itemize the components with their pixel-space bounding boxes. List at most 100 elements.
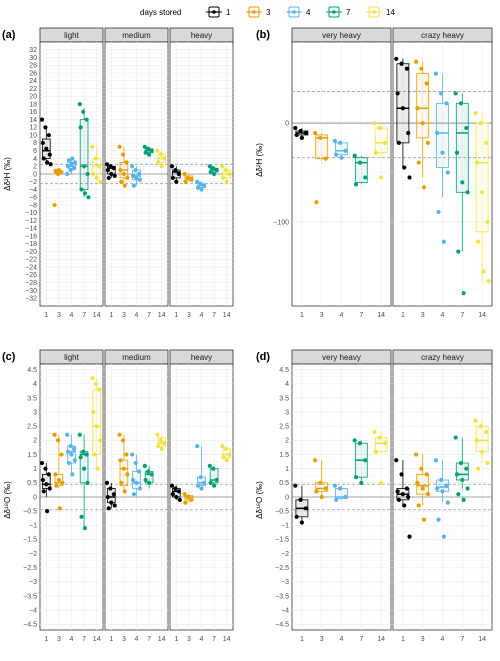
x-tick-label: 3 (187, 636, 191, 643)
y-tick-label: 0 (33, 171, 37, 178)
data-point (118, 168, 123, 173)
box-group-day-1 (39, 460, 52, 514)
data-point (41, 156, 46, 161)
data-point (407, 534, 412, 539)
y-axis-title: Δδ²H (‰) (255, 143, 264, 177)
data-point (70, 472, 75, 477)
box-group-day-14 (155, 432, 167, 452)
box-group-day-1 (169, 164, 181, 184)
legend-key-point (332, 10, 336, 14)
data-point (480, 449, 485, 454)
data-point (396, 140, 402, 145)
data-point (338, 486, 343, 491)
box (374, 127, 388, 154)
box-group-day-14 (155, 148, 167, 169)
data-point (343, 148, 348, 153)
data-point (183, 500, 188, 505)
data-point (294, 514, 299, 519)
y-tick-label: 30 (29, 55, 37, 62)
y-tick-label: 16 (29, 109, 37, 116)
data-point (82, 466, 87, 471)
x-tick-label: 14 (158, 312, 166, 319)
y-tick-label: −16 (25, 233, 37, 240)
legend: days stored 1 3 4 7 14 (140, 6, 395, 18)
y-tick-label: 4 (33, 156, 37, 163)
y-tick-label: 8 (33, 140, 37, 147)
x-tick-label: 3 (320, 312, 324, 319)
data-point (227, 452, 232, 457)
data-point (433, 71, 438, 76)
box-group-day-7 (77, 432, 90, 531)
x-tick-label: 4 (135, 312, 139, 319)
data-point (353, 475, 359, 480)
y-tick-label: −12 (25, 218, 37, 225)
data-point (65, 171, 70, 177)
data-point (79, 514, 84, 519)
data-point (207, 164, 212, 169)
box-group-day-14 (90, 376, 103, 471)
panel-2: (c) Δδ¹⁸O (‰) −4.5 −4 −3.5 −3 −2.5 −2 −1.5 −1 −0.5… (2, 349, 234, 643)
data-point (84, 117, 89, 122)
data-point (182, 171, 187, 177)
data-point (198, 475, 203, 480)
data-point (339, 155, 344, 160)
data-point (43, 125, 48, 130)
legend-key-point (372, 10, 376, 14)
data-point (143, 477, 148, 483)
data-point (372, 429, 377, 435)
box-group-day-3 (414, 59, 431, 190)
data-point (125, 175, 130, 180)
x-tick-label: 3 (57, 312, 61, 319)
panel-tag: (a) (2, 29, 16, 41)
x-tick-labels: 1 3 4 7 14 (109, 312, 165, 319)
data-point (323, 156, 328, 161)
y-tick-label: −0.5 (23, 508, 37, 515)
data-point (159, 446, 164, 451)
x-tick-label: 7 (147, 312, 151, 319)
box (315, 134, 329, 160)
data-point (373, 150, 378, 155)
data-point (402, 165, 407, 170)
data-point (104, 480, 110, 485)
data-point (377, 435, 382, 440)
legend-item-14: 14 (366, 6, 395, 18)
y-tick-label: −2 (29, 179, 37, 186)
data-point (212, 171, 217, 177)
data-point (195, 483, 201, 488)
y-tick-label: −30 (25, 288, 37, 295)
panel-tag: (b) (256, 29, 270, 41)
legend-label: 3 (266, 8, 271, 17)
box-group-day-4 (130, 164, 143, 188)
data-point (416, 160, 421, 165)
data-point (481, 269, 486, 274)
data-point (464, 466, 469, 471)
legend-item-7: 7 (326, 6, 351, 18)
data-point (460, 180, 465, 185)
x-tick-labels: 1 3 4 7 14 (300, 312, 385, 319)
data-point (130, 173, 136, 179)
data-point (71, 166, 77, 171)
facet-label: heavy (191, 31, 212, 40)
data-point (142, 463, 147, 468)
y-tick-label: 4.5 (279, 367, 289, 374)
box-group-day-7 (352, 153, 368, 187)
data-point (131, 183, 137, 188)
data-point (420, 486, 425, 491)
data-point (189, 177, 194, 182)
data-point (155, 148, 160, 153)
y-tick-label: 2.5 (279, 424, 289, 431)
data-point (78, 455, 83, 460)
facet-label: heavy (191, 353, 212, 362)
panel-0: (a)Δδ²H (‰)−32−30−28−26−24−22−20−18−16−1… (2, 27, 234, 319)
y-tick-label: 2 (33, 164, 37, 171)
data-point (476, 239, 481, 244)
data-point (119, 480, 124, 485)
data-point (119, 179, 124, 184)
data-point (176, 489, 181, 494)
facet-light: light 1 3 4 7 14 (39, 349, 104, 643)
data-point (461, 291, 466, 296)
data-point (220, 443, 225, 449)
data-point (357, 441, 363, 446)
data-point (480, 190, 485, 195)
data-point (464, 125, 469, 131)
